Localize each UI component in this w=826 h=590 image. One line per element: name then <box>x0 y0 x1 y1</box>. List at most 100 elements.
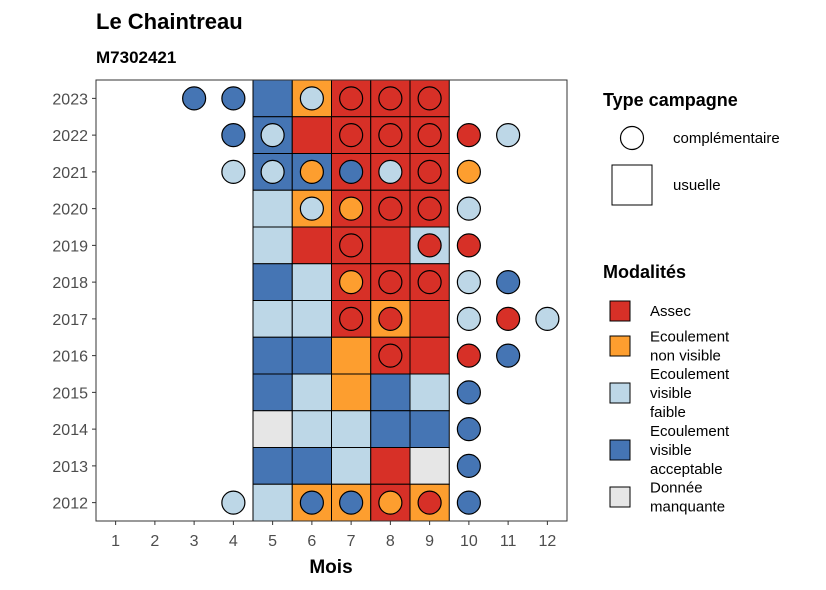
tile-2019-6 <box>291 226 332 265</box>
x-tick-label: 11 <box>500 533 517 550</box>
legend-shape-label: complémentaire <box>673 130 780 147</box>
tile-2015-5 <box>252 373 293 412</box>
point-2012-9 <box>417 490 442 515</box>
legend-fill-key <box>609 382 631 404</box>
point-2020-8 <box>378 196 403 221</box>
point-2022-9 <box>417 123 442 148</box>
point-2017-7 <box>339 306 364 331</box>
y-tick-label: 2017 <box>52 312 88 329</box>
tile-2017-9 <box>409 300 450 338</box>
point-2021-9 <box>417 159 442 184</box>
tile-2020-5 <box>252 189 293 228</box>
x-tick-label: 6 <box>307 533 316 550</box>
point-2020-9 <box>417 196 442 221</box>
tile-2014-8 <box>370 410 411 448</box>
usuelle-tiles <box>252 79 450 522</box>
point-2021-7 <box>339 159 364 184</box>
y-tick-label: 2020 <box>52 202 88 219</box>
tile-2012-5 <box>252 483 293 522</box>
point-2023-8 <box>378 86 403 111</box>
legend-fill-key <box>609 300 631 322</box>
point-2012-10 <box>456 490 481 515</box>
point-2017-8 <box>378 306 403 331</box>
legend-circle-key <box>619 125 645 151</box>
tile-2015-8 <box>370 373 411 412</box>
y-tick-label: 2013 <box>52 459 88 476</box>
x-tick-label: 10 <box>460 533 478 550</box>
y-axis: 2012 2013 2014 2015 2016 2017 2018 2019 2020 2021… <box>52 91 96 513</box>
y-tick-label: 2021 <box>52 165 88 182</box>
legend-fill-key <box>609 335 631 357</box>
tile-2018-6 <box>291 263 332 301</box>
y-tick-label: 2016 <box>52 349 88 366</box>
x-tick-label: 12 <box>538 533 556 550</box>
point-2017-10 <box>456 306 481 331</box>
y-tick-label: 2015 <box>52 385 88 402</box>
point-2023-9 <box>417 86 442 111</box>
y-tick-label: 2012 <box>52 496 88 513</box>
tile-2014-9 <box>409 410 450 448</box>
tile-2013-8 <box>370 447 411 485</box>
legend-shape-label: usuelle <box>673 177 721 194</box>
tile-2016-6 <box>291 336 332 375</box>
point-2019-7 <box>339 233 364 258</box>
legend-fill-label: Ecoulement non visible <box>650 329 730 365</box>
tile-2014-6 <box>291 410 332 448</box>
tile-2017-6 <box>291 300 332 338</box>
point-2021-8 <box>378 159 403 184</box>
point-2015-10 <box>456 380 481 405</box>
point-2019-9 <box>417 233 442 258</box>
tile-2015-9 <box>409 373 450 412</box>
x-tick-label: 5 <box>268 533 277 550</box>
y-tick-label: 2018 <box>52 275 88 292</box>
legend-fill-label: Ecoulement visible acceptable <box>650 423 730 478</box>
x-axis: 1 2 3 4 5 6 7 8 9 10 11 12 <box>111 521 556 550</box>
tile-2013-7 <box>331 447 372 485</box>
point-2018-11 <box>496 270 521 295</box>
tile-2023-5 <box>252 79 293 118</box>
point-2023-7 <box>339 86 364 111</box>
tile-2016-7 <box>331 336 372 375</box>
point-2021-5 <box>260 159 285 184</box>
y-tick-label: 2019 <box>52 238 88 255</box>
point-2022-4 <box>221 123 246 148</box>
legend-square-key <box>611 164 653 206</box>
x-tick-label: 2 <box>150 533 159 550</box>
point-2022-10 <box>456 123 481 148</box>
point-2022-8 <box>378 123 403 148</box>
point-2013-10 <box>456 453 481 478</box>
point-2022-11 <box>496 123 521 148</box>
x-axis-title: Mois <box>309 557 352 578</box>
point-2020-7 <box>339 196 364 221</box>
point-2023-6 <box>299 86 324 111</box>
point-2023-4 <box>221 86 246 111</box>
point-2016-8 <box>378 343 403 368</box>
x-tick-label: 1 <box>111 533 120 550</box>
x-tick-label: 7 <box>347 533 356 550</box>
tile-2018-5 <box>252 263 293 301</box>
point-2012-7 <box>339 490 364 515</box>
point-2018-7 <box>339 270 364 295</box>
x-tick-label: 9 <box>425 533 434 550</box>
point-2020-10 <box>456 196 481 221</box>
point-2023-3 <box>182 86 207 111</box>
point-2014-10 <box>456 417 481 442</box>
point-2021-6 <box>299 159 324 184</box>
tile-2015-7 <box>331 373 372 412</box>
point-2019-10 <box>456 233 481 258</box>
legend-fill-label: Donnée manquante <box>650 480 725 516</box>
x-tick-label: 3 <box>190 533 199 550</box>
point-2020-6 <box>299 196 324 221</box>
tile-2013-5 <box>252 447 293 485</box>
tile-2016-5 <box>252 336 293 375</box>
tile-2014-5 <box>252 410 293 448</box>
point-2012-4 <box>221 490 246 515</box>
x-tick-label: 8 <box>386 533 395 550</box>
y-tick-label: 2014 <box>52 422 88 439</box>
tile-2017-5 <box>252 300 293 338</box>
point-2012-6 <box>299 490 324 515</box>
tile-2019-7 <box>331 226 372 265</box>
chart-subtitle: M7302421 <box>96 48 176 67</box>
